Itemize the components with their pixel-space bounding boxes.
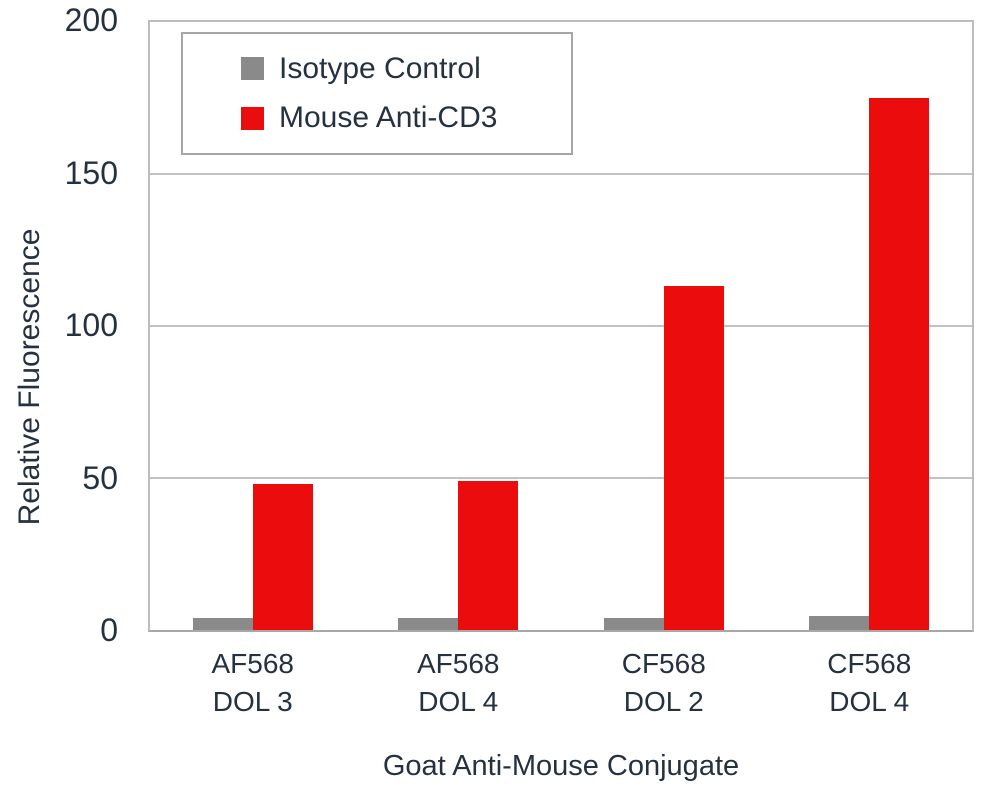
legend-item-isotype-control: Isotype Control	[241, 51, 571, 85]
x-tick-line: DOL 2	[623, 686, 704, 717]
legend-item-mouse-anti-cd3: Mouse Anti-CD3	[241, 103, 571, 133]
x-tick-line: CF568	[827, 648, 912, 679]
x-axis-title: Goat Anti-Mouse Conjugate	[382, 750, 740, 782]
bar-isotype-control-cf568-dol-2	[603, 617, 664, 630]
y-axis-title: Relative Fluorescence	[13, 228, 46, 526]
gridline-50	[150, 477, 972, 479]
x-tick-line: AF568	[417, 648, 500, 679]
x-tick-label-cf568-dol-2: CF568 DOL 2	[554, 645, 774, 721]
bar-mouse-anti-cd3-cf568-dol-2	[663, 286, 724, 630]
bar-isotype-control-af568-dol-4	[398, 617, 459, 630]
legend-label-isotype-control: Isotype Control	[279, 51, 481, 85]
y-tick-label-200: 200	[64, 2, 118, 38]
x-tick-label-af568-dol-3: AF568 DOL 3	[143, 645, 363, 721]
legend-label-mouse-anti-cd3: Mouse Anti-CD3	[279, 101, 498, 135]
bar-mouse-anti-cd3-af568-dol-3	[252, 484, 313, 630]
gridline-100	[150, 325, 972, 327]
x-tick-line: DOL 4	[418, 686, 499, 717]
bar-isotype-control-af568-dol-3	[192, 617, 253, 630]
legend-swatch-mouse-anti-cd3	[241, 106, 264, 130]
legend-swatch-isotype-control	[241, 57, 264, 81]
x-tick-line: DOL 3	[212, 686, 293, 717]
bar-mouse-anti-cd3-af568-dol-4	[458, 481, 519, 630]
y-tick-label-0: 0	[100, 612, 118, 648]
x-tick-line: CF568	[621, 648, 706, 679]
bar-isotype-control-cf568-dol-4	[809, 616, 870, 630]
y-tick-label-100: 100	[64, 307, 118, 343]
y-tick-label-50: 50	[82, 459, 118, 496]
legend: Isotype Control Mouse Anti-CD3	[181, 32, 573, 155]
x-tick-label-cf568-dol-4: CF568 DOL 4	[759, 645, 979, 721]
x-tick-line: AF568	[211, 648, 295, 679]
y-tick-label-150: 150	[64, 154, 118, 191]
x-tick-label-af568-dol-4: AF568 DOL 4	[348, 645, 568, 721]
bar-mouse-anti-cd3-cf568-dol-4	[869, 98, 930, 630]
x-tick-line: DOL 4	[829, 686, 910, 717]
gridline-150	[150, 173, 972, 175]
